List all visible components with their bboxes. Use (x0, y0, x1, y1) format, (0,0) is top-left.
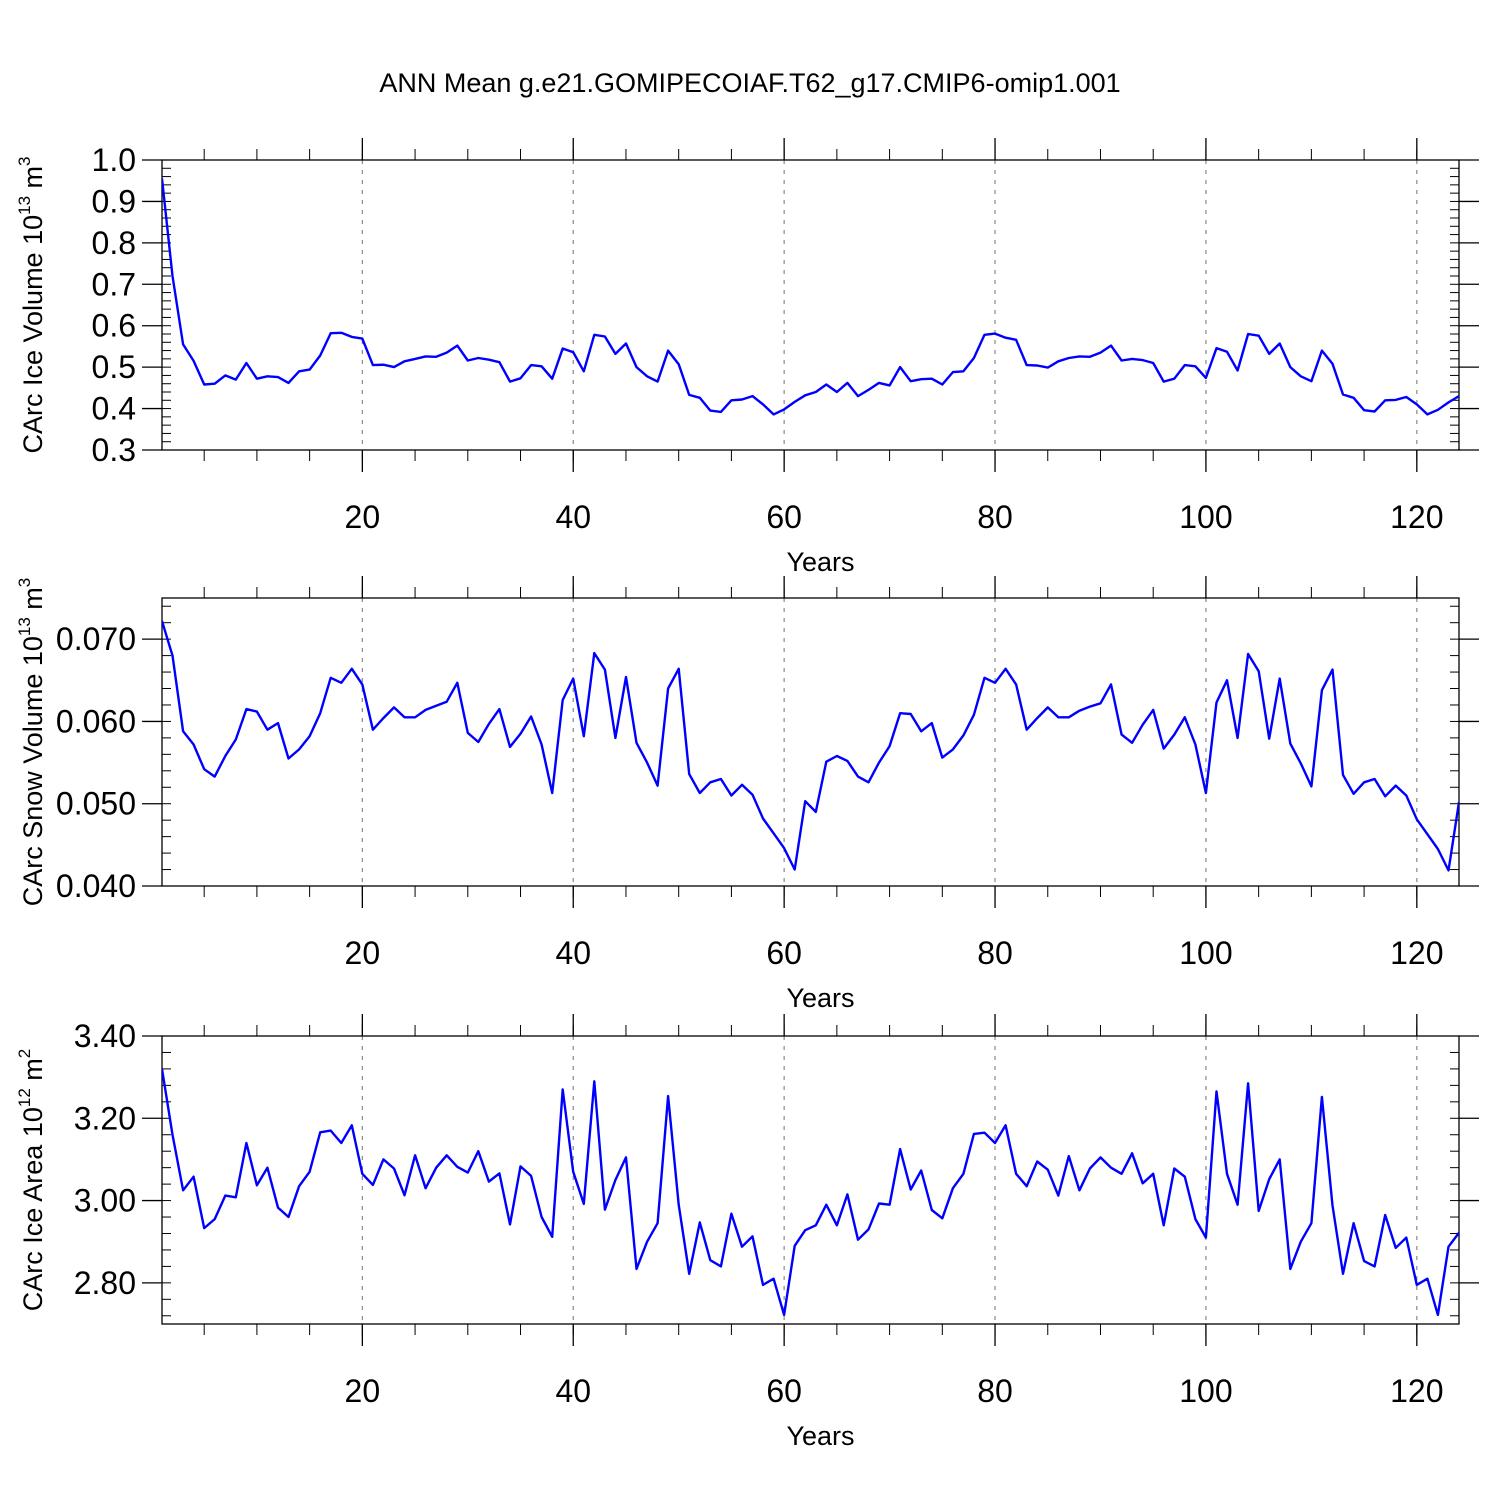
y-tick-label: 0.040 (56, 868, 136, 904)
y-axis-title-unit: m (18, 587, 48, 617)
chart-title: ANN Mean g.e21.GOMIPECOIAF.T62_g17.CMIP6… (379, 68, 1121, 98)
panel-2: 0.040 0.050 0.060 0.070 20 40 60 80 100 120 Years C… (15, 576, 1479, 1013)
y-axis-title-unit-exponent: 2 (15, 1049, 34, 1058)
y-axis-title-unit-exponent: 3 (15, 156, 34, 165)
y-axis-title-text: CArc Ice Area 10 (18, 1107, 48, 1311)
x-tick-label: 20 (345, 499, 381, 535)
y-tick-label: 0.060 (56, 703, 136, 739)
y-tick-label: 0.050 (56, 786, 136, 822)
y-axis-title-unit: m (18, 166, 48, 196)
y-tick-label: 0.3 (92, 432, 136, 468)
plot-frame (161, 597, 1460, 887)
y-tick-label: 1.0 (92, 142, 136, 178)
x-tick-label: 40 (555, 935, 591, 971)
x-axis-title: Years (786, 1421, 854, 1451)
x-axis-title: Years (786, 983, 854, 1013)
x-tick-label: 100 (1179, 935, 1232, 971)
y-axis-title-unit-exponent: 3 (15, 578, 34, 587)
x-tick-label: 40 (555, 499, 591, 535)
y-tick-label: 0.5 (92, 349, 136, 385)
y-tick-label: 0.7 (92, 266, 136, 302)
plot-frame (161, 159, 1460, 451)
x-tick-label: 80 (977, 935, 1013, 971)
y-tick-label: 3.40 (74, 1018, 136, 1054)
y-tick-label: 0.6 (92, 308, 136, 344)
data-line (162, 1068, 1459, 1317)
y-tick-label: 3.00 (74, 1183, 136, 1219)
y-axis-title: CArc Ice Volume 1013 m3 (15, 156, 48, 453)
x-tick-label: 60 (766, 935, 802, 971)
y-axis-title: CArc Ice Area 1012 m2 (15, 1049, 48, 1312)
y-tick-label: 0.4 (92, 391, 136, 427)
y-axis-title-text: CArc Snow Volume 10 (18, 636, 48, 906)
y-axis-title-text: CArc Ice Volume 10 (18, 215, 48, 454)
x-tick-label: 60 (766, 499, 802, 535)
y-tick-label: 0.9 (92, 183, 136, 219)
x-tick-label: 120 (1390, 499, 1443, 535)
panel-1: 0.3 0.4 0.5 0.6 0.7 0.8 0.9 1.0 20 40 60 80 100 120 Ye… (15, 138, 1479, 577)
x-tick-label: 20 (345, 1373, 381, 1409)
y-tick-label: 2.80 (74, 1265, 136, 1301)
y-axis-title-exponent: 12 (15, 1088, 34, 1107)
y-axis-title-exponent: 13 (15, 196, 34, 215)
y-tick-label: 0.8 (92, 225, 136, 261)
y-axis-title: CArc Snow Volume 1013 m3 (15, 578, 48, 907)
x-tick-label: 80 (977, 499, 1013, 535)
plot-frame (161, 1035, 1460, 1325)
y-axis-title-unit: m (18, 1058, 48, 1088)
data-line (162, 620, 1459, 872)
x-tick-label: 80 (977, 1373, 1013, 1409)
x-axis-title: Years (786, 547, 854, 577)
panel-3: 2.80 3.00 3.20 3.40 20 40 60 80 100 120 Years CArc … (15, 1014, 1479, 1451)
x-tick-label: 100 (1179, 499, 1232, 535)
data-line (162, 178, 1459, 416)
y-axis-title-exponent: 13 (15, 617, 34, 636)
y-tick-label: 0.070 (56, 621, 136, 657)
x-tick-label: 60 (766, 1373, 802, 1409)
x-tick-label: 40 (555, 1373, 591, 1409)
x-tick-label: 120 (1390, 935, 1443, 971)
x-tick-label: 100 (1179, 1373, 1232, 1409)
x-tick-label: 20 (345, 935, 381, 971)
y-tick-label: 3.20 (74, 1100, 136, 1136)
x-tick-label: 120 (1390, 1373, 1443, 1409)
